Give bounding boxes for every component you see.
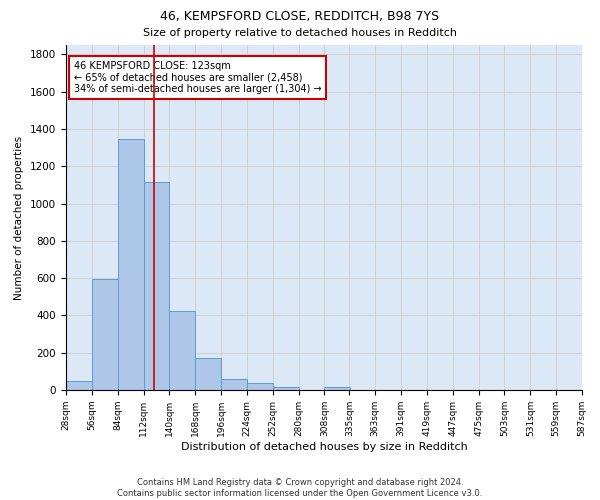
Bar (92, 279, 118, 390)
Y-axis label: Number of detached properties: Number of detached properties (14, 136, 25, 300)
Text: Size of property relative to detached houses in Redditch: Size of property relative to detached ho… (143, 28, 457, 38)
Bar (118, 138, 143, 390)
Text: 46 KEMPSFORD CLOSE: 123sqm
← 65% of detached houses are smaller (2,458)
34% of s: 46 KEMPSFORD CLOSE: 123sqm ← 65% of deta… (74, 60, 322, 94)
X-axis label: Distribution of detached houses by size in Redditch: Distribution of detached houses by size … (181, 442, 467, 452)
Text: 46, KEMPSFORD CLOSE, REDDITCH, B98 7YS: 46, KEMPSFORD CLOSE, REDDITCH, B98 7YS (160, 10, 440, 23)
Bar (221, 379, 247, 390)
Text: Contains HM Land Registry data © Crown copyright and database right 2024.
Contai: Contains HM Land Registry data © Crown c… (118, 478, 482, 498)
Bar (66, 380, 92, 390)
Bar (273, 388, 299, 390)
Bar (169, 310, 195, 390)
Bar (195, 358, 221, 390)
Bar (143, 182, 169, 390)
Bar (247, 383, 273, 390)
Bar (325, 388, 350, 390)
